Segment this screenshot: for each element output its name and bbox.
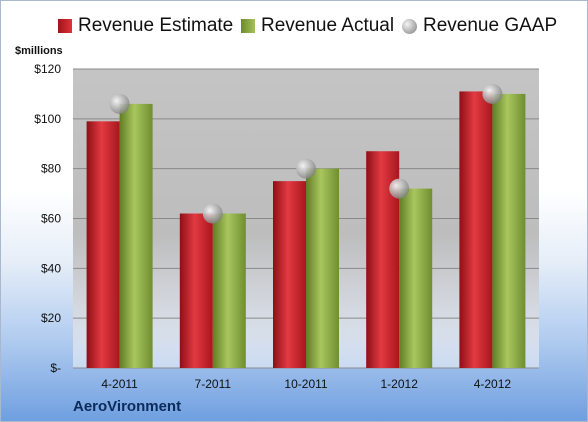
- legend-item-estimate: Revenue Estimate: [58, 15, 233, 37]
- legend-label-gaap: Revenue GAAP: [423, 15, 558, 36]
- marker-revenue-gaap: [482, 83, 503, 104]
- x-tick-label: 10-2011: [284, 377, 327, 391]
- x-tick-label: 4-2012: [474, 377, 512, 391]
- y-tick-label: $40: [41, 261, 61, 275]
- bar-revenue-actual: [492, 93, 526, 369]
- bar-revenue-actual: [399, 188, 433, 368]
- legend-swatch-estimate: [58, 19, 72, 33]
- legend-swatch-actual: [241, 19, 255, 33]
- bar-revenue-estimate: [459, 91, 493, 369]
- y-tick-label: $80: [41, 162, 61, 176]
- bar-revenue-actual: [306, 168, 339, 368]
- bar-revenue-estimate: [273, 181, 306, 368]
- x-tick-label: 1-2012: [381, 377, 419, 391]
- marker-revenue-gaap: [109, 93, 130, 114]
- y-tick-label: $100: [34, 112, 61, 126]
- marker-revenue-gaap: [389, 178, 410, 199]
- legend-label-estimate: Revenue Estimate: [78, 15, 234, 36]
- x-tick-label: 7-2011: [195, 377, 232, 391]
- marker-revenue-gaap: [296, 158, 316, 179]
- y-tick-label: $20: [41, 311, 61, 325]
- x-tick-label: 4-2011: [101, 377, 138, 391]
- bar-revenue-estimate: [179, 213, 213, 368]
- legend-marker-gaap: [402, 18, 417, 34]
- marker-revenue-gaap: [202, 203, 223, 224]
- legend-label-actual: Revenue Actual: [261, 15, 395, 36]
- y-tick-label: $60: [41, 212, 61, 226]
- y-tick-label: $-: [50, 361, 61, 375]
- y-tick-label: $120: [34, 62, 61, 76]
- legend-item-actual: Revenue Actual: [241, 15, 394, 37]
- y-axis-unit-label: $millions: [15, 45, 63, 57]
- legend: Revenue Estimate Revenue Actual Revenue …: [1, 15, 587, 43]
- bar-revenue-actual: [212, 213, 246, 368]
- bar-revenue-actual: [119, 103, 153, 368]
- legend-item-gaap: Revenue GAAP: [402, 15, 557, 37]
- bar-revenue-estimate: [86, 121, 120, 368]
- company-name: AeroVironment: [73, 398, 182, 415]
